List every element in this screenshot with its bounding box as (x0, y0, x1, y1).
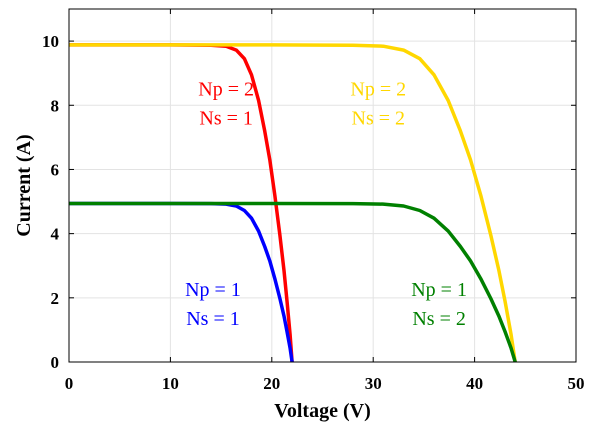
series-annotations: Np = 2 Ns = 1 Np = 1 Ns = 1 Np = 2 Ns = 2 Np =… (185, 79, 467, 331)
series-line-2 (69, 43, 517, 363)
series-annotation-2-line-1: Ns = 2 (352, 108, 406, 130)
y-tick-label: 10 (42, 32, 59, 51)
series-annotation-2-line-0: Np = 2 (350, 79, 406, 101)
series-annotation-0-line-0: Np = 2 (198, 79, 254, 101)
y-tick-label: 0 (51, 353, 60, 372)
y-tick-label: 6 (51, 160, 60, 179)
series-annotation-3-line-1: Ns = 2 (412, 308, 466, 330)
plot-series (69, 43, 517, 363)
y-tick-label: 8 (51, 96, 60, 115)
grid (69, 9, 576, 362)
y-axis-title: Current (A) (13, 134, 35, 236)
x-tick-label: 10 (162, 374, 179, 393)
x-tick-label: 20 (263, 374, 280, 393)
x-tick-label: 30 (365, 374, 382, 393)
series-annotation-1-line-1: Ns = 1 (186, 308, 240, 330)
tick-labels: 0 10 20 30 40 50 0 2 4 6 8 10 (42, 32, 585, 393)
series-line-3 (69, 201, 517, 363)
x-axis-title: Voltage (V) (274, 400, 370, 422)
x-tick-label: 50 (568, 374, 585, 393)
x-tick-label: 40 (466, 374, 483, 393)
x-tick-label: 0 (65, 374, 74, 393)
series-annotation-0-line-1: Ns = 1 (199, 108, 253, 130)
series-annotation-1-line-0: Np = 1 (185, 279, 241, 301)
y-tick-label: 4 (51, 225, 60, 244)
axis-ticks (68, 9, 577, 363)
y-tick-label: 2 (51, 289, 60, 308)
series-annotation-3-line-0: Np = 1 (411, 279, 467, 301)
plot-area-frame (68, 8, 577, 363)
